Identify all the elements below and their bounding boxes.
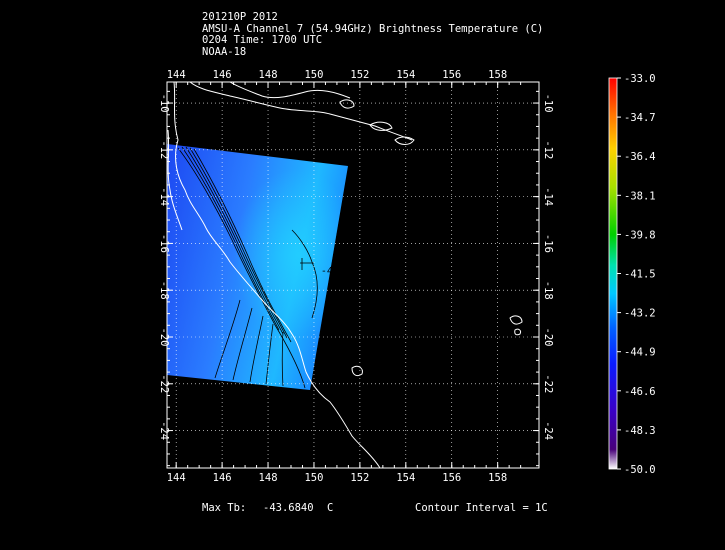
lon-tick-label-top: 154 [396,69,415,81]
contour-line [232,307,253,381]
contour-line [189,147,288,339]
satellite-title: NOAA-18 [202,45,247,58]
coral-islet [509,315,523,325]
colorbar-label: -39.8 [624,229,656,241]
contour-line [281,331,284,387]
plot-frame [166,81,540,469]
contour-interval: Contour Interval = 1C [415,502,548,514]
lat-tick-label-left: -12 [158,140,170,159]
lon-tick-label-top: 150 [304,69,323,81]
lon-tick-label-top: 146 [213,69,232,81]
max-tb-unit: C [327,502,334,514]
lon-tick-label-bottom: 156 [442,472,461,484]
tick-layer: 144 144 146 146 148 148 150 150 152 152 154 154 156 1… [158,69,554,484]
max-tb-value: -43.6840 [263,502,314,514]
swath-layer [167,144,348,390]
grid-layer [167,82,539,468]
coral-islet [514,328,521,336]
colorbar [608,77,618,470]
australia-coastline [173,82,381,468]
australia-coastline-inner [167,129,183,231]
lon-tick-label-bottom: 146 [213,472,232,484]
lat-tick-label-left: -16 [158,234,170,253]
colorbar-label: -41.5 [624,269,656,281]
lon-tick-label-bottom: 152 [350,472,369,484]
lon-tick-label-top: 148 [259,69,278,81]
lat-tick-label-right: -10 [542,94,554,113]
max-tb-label: Max Tb: [202,502,247,514]
colorbar-label: -33.0 [624,73,656,85]
contour-line [185,146,284,335]
coastlines [167,82,523,468]
lon-tick-label-bottom: 150 [304,472,323,484]
time-title: 0204 Time: 1700 UTC [202,34,323,46]
contour-line [291,229,318,319]
lon-tick-label-bottom: 148 [259,472,278,484]
warm-core-region [167,144,348,390]
lat-tick-label-left: -24 [158,421,170,440]
colorbar-label: -36.4 [624,151,656,163]
lat-tick-label-left: -14 [158,187,170,206]
lon-tick-label-bottom: 158 [488,472,507,484]
colorbar-label: -48.3 [624,425,656,437]
colorbar-label: -50.0 [624,464,656,476]
lat-tick-label-left: -22 [158,374,170,393]
storm-date-title: 201210P 2012 [202,11,278,23]
lon-tick-label-top: 156 [442,69,461,81]
lon-tick-label-bottom: 154 [396,472,415,484]
east-coast-islet [351,365,363,377]
colorbar-labels: -33.0 -34.7 -36.4 -38.1 -39.8 -41.5 -43.2 -44.9… [617,73,656,476]
lat-tick-label-right: -20 [542,328,554,347]
contour-line [177,147,306,389]
island-2 [369,121,393,131]
colorbar-label: -46.6 [624,386,656,398]
colorbar-label: -44.9 [624,347,656,359]
lat-tick-label-right: -24 [542,421,554,440]
contour-line [193,148,292,343]
lat-tick-label-right: -16 [542,234,554,253]
contour-lines [177,146,318,389]
product-title: AMSU-A Channel 7 (54.94GHz) Brightness T… [202,22,544,35]
contour-line [181,146,280,331]
png-coastline [189,82,413,141]
lat-tick-label-left: -20 [158,328,170,347]
lat-tick-label-left: -10 [158,94,170,113]
header-block: 201210P 2012 AMSU-A Channel 7 (54.94GHz) … [202,11,544,58]
lon-tick-label-top: 152 [350,69,369,81]
lat-tick-label-right: -12 [542,140,554,159]
colorbar-label: -43.2 [624,308,656,320]
contour-line [265,323,274,385]
lat-tick-label-right: -14 [542,187,554,206]
lat-tick-label-right: -18 [542,281,554,300]
contour-line [300,258,314,270]
lon-tick-label-top: 158 [488,69,507,81]
colorbar-label: -34.7 [624,112,656,124]
papua-coast [229,82,351,99]
island-3 [339,99,355,109]
lon-tick-label-bottom: 144 [167,472,186,484]
contour-line [249,315,264,383]
colorbar-label: -38.1 [624,190,656,202]
contour-label: -44 [321,266,339,277]
island-1 [394,136,415,145]
lat-tick-label-left: -18 [158,281,170,300]
contour-line [214,299,241,379]
lat-tick-label-right: -22 [542,374,554,393]
lon-tick-label-top: 144 [167,69,186,81]
